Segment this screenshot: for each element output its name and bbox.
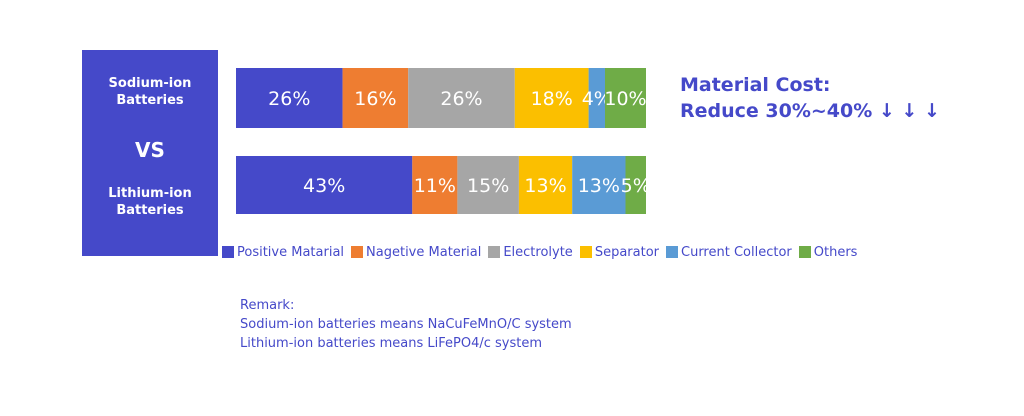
bar-segment [236,156,413,214]
legend-label: Positive Matarial [237,244,345,260]
legend-item-current-collector: Current Collector [666,245,792,260]
vs-label: VS [135,138,165,162]
legend-label: Separator [594,244,659,260]
bar-value-label: 5% [621,175,651,197]
bar-segment [588,68,605,128]
remark-line-1: Sodium-ion batteries means NaCuFeMnO/C s… [240,317,572,332]
material-cost-headline: Material Cost: Reduce 30%~40% ↓ ↓ ↓ [680,72,940,124]
bar-segment [457,156,519,214]
legend-item-positive: Positive Matarial [222,245,344,260]
bar-segment [625,156,646,214]
legend-label: Others [813,244,858,260]
bar-segment [518,156,573,214]
bar-segment [408,68,515,128]
bar-value-label: 10% [604,88,646,110]
bar-segment [572,156,626,214]
bar-value-label: 4% [582,88,612,110]
bar-value-label: 26% [440,88,482,110]
bar-value-label: 26% [268,88,310,110]
remark-title: Remark: [240,298,295,313]
lithium-ion-label: Lithium-ion Batteries [82,185,218,219]
bar-value-label: 18% [531,88,573,110]
legend-swatch [579,246,592,258]
legend-swatch [351,246,364,258]
bar-value-label: 13% [578,175,620,197]
comparison-panel: Sodium-ion Batteries VS Lithium-ion Batt… [82,50,218,256]
chart-legend: Positive Matarial Nagetive Material Elec… [222,242,864,262]
bar-value-label: 16% [354,88,396,110]
lithium-ion-label-line-1: Lithium-ion [108,186,192,201]
legend-label: Nagetive Material [366,244,482,260]
bar-value-label: 43% [303,175,345,197]
legend-swatch [666,246,678,258]
legend-swatch [798,246,811,258]
headline-line-1: Material Cost: [680,74,831,96]
sodium-ion-label-line-2: Batteries [116,93,184,108]
bar-segment [605,68,646,128]
remark-line-2: Lithium-ion batteries means LiFePO4/c sy… [240,336,542,351]
sodium-ion-label-line-1: Sodium-ion [108,76,192,91]
legend-item-separator: Separator [579,244,659,260]
legend-item-others: Others [798,244,858,260]
legend-swatch [488,246,501,258]
sodium-ion-label: Sodium-ion Batteries [82,75,218,109]
bar-segment [236,68,343,128]
legend-label: Current Collector [681,244,792,260]
bar-value-label: 11% [414,175,456,197]
bar-value-label: 13% [524,175,566,197]
bar-segment [412,156,458,214]
lithium-ion-label-line-2: Batteries [116,203,184,218]
bar-segment [514,68,589,128]
legend-item-electrolyte: Electrolyte [488,244,573,260]
headline-line-2: Reduce 30%~40% ↓ ↓ ↓ [680,100,940,122]
legend-label: Electrolyte [503,244,573,260]
legend-swatch [222,246,234,258]
bar-value-label: 15% [467,175,509,197]
bar-segment [342,68,409,128]
legend-item-negative: Nagetive Material [351,245,481,260]
remark-block: Remark: Sodium-ion batteries means NaCuF… [240,296,572,353]
